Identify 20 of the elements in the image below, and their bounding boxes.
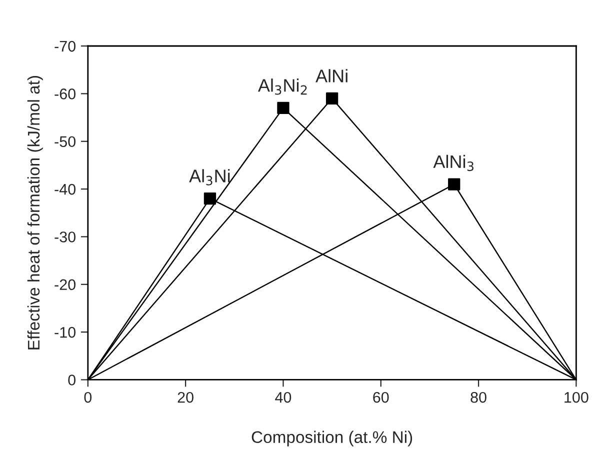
y-tick-label: -40: [54, 184, 76, 195]
y-axis-title: Effective heat of formation (kJ/mol at): [27, 76, 43, 350]
annotation: AlNi: [316, 69, 348, 82]
x-tick-label: 100: [564, 392, 588, 403]
x-tick-label: 20: [178, 392, 194, 403]
y-tick-label: -20: [54, 279, 76, 290]
y-tick-label: 0: [68, 374, 76, 386]
x-axis-title: Composition (at.% Ni): [252, 430, 412, 446]
x-tick-label: 60: [373, 392, 389, 403]
annotation: Al$_{3}$Ni$_{2}$: [258, 78, 307, 95]
y-tick-label: -50: [54, 136, 76, 148]
annotation: AlNi$_{3}$: [433, 154, 474, 172]
x-tick-label: 0: [84, 392, 92, 403]
y-tick-label: -60: [54, 88, 76, 100]
y-tick-label: -10: [54, 326, 76, 338]
x-tick-label: 80: [470, 392, 486, 403]
annotation: Al$_{3}$Ni: [189, 169, 230, 186]
y-tick-label: -30: [54, 232, 76, 242]
x-tick-label: 40: [275, 392, 292, 403]
y-tick-label: -70: [54, 40, 76, 52]
